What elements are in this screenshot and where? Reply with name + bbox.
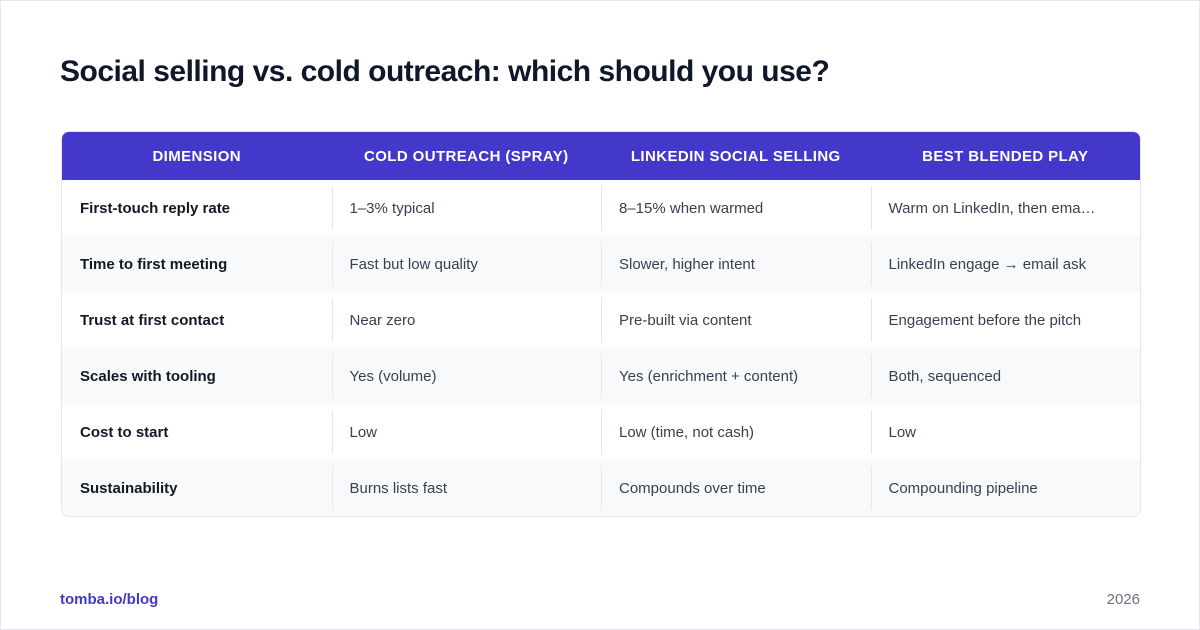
header-cell: BEST BLENDED PLAY [922,147,1089,165]
table-row: Trust at first contact Near zero Pre-built… [62,292,1140,348]
table-row: Scales with tooling Yes (volume) Yes (enri… [62,348,1140,404]
table-row: Cost to start Low Low (time, not cash) Low [62,404,1140,460]
header-cell: COLD OUTREACH (SPRAY) [363,147,569,165]
row-label: Cost to start [80,423,169,441]
header-cell: LINKEDIN SOCIAL SELLING [630,147,841,165]
table-cell: Yes (volume) [331,348,602,404]
table-row: Sustainability Burns lists fast Compounds … [62,460,1140,516]
title: Social selling vs. cold outreach: which … [60,55,830,88]
table-cell: Near zero [331,292,602,348]
comparison-table: DIMENSION COLD OUTREACH (SPRAY) LINKEDIN S… [61,131,1141,517]
row-label: Scales with tooling [80,367,216,385]
table-cell: Fast but low quality [331,236,602,292]
table-cell: Engagement before the pitch [870,292,1141,348]
row-label: First-touch reply rate [80,199,231,217]
table-cell: Slower, higher intent [601,236,871,292]
table-cell: Yes (enrichment + content) [601,348,871,404]
row-label: Trust at first contact [80,311,225,329]
table-cell: Pre-built via content [601,292,871,348]
table-cell: Low [331,404,602,460]
table-cell: Burns lists fast [331,460,602,516]
row-label: Time to first meeting [80,255,228,273]
table-cell: Both, sequenced [870,348,1141,404]
table-cell: LinkedIn engage → email ask [870,236,1141,292]
header-cell: DIMENSION [152,147,242,165]
table-row: Time to first meeting Fast but low qualit… [62,236,1140,292]
header-row: DIMENSION COLD OUTREACH (SPRAY) LINKEDIN S… [62,132,1140,180]
table-row: First-touch reply rate 1–3% typical 8–15% … [62,180,1140,236]
table-cell: Compounding pipeline [870,460,1141,516]
table-cell: Warm on LinkedIn, then ema… [870,180,1141,236]
table-cell: 8–15% when warmed [601,180,871,236]
table-cell: 1–3% typical [331,180,602,236]
table-cell: Compounds over time [601,460,871,516]
source-link[interactable]: tomba.io/blog [60,591,159,608]
year: 2026 [1106,591,1140,608]
row-label: Sustainability [80,479,178,497]
table-cell: Low (time, not cash) [601,404,871,460]
table-cell: Low [870,404,1141,460]
